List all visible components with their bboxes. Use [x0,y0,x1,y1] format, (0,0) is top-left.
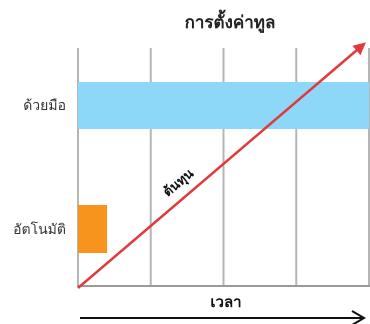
cost-line-label: ต้นทุน [160,166,197,201]
bar-1 [78,205,108,253]
time-arrow-head-icon [351,310,366,324]
category-label-automatic: อัตโนมัติ [13,221,66,238]
bars [78,82,369,253]
bar-0 [78,82,369,129]
chart-title: การตั้งค่าทูล [185,9,276,34]
category-label-manual: ด้วยมือ [23,98,66,114]
x-axis-label: เวลา [210,293,241,311]
cost-line [77,42,366,289]
